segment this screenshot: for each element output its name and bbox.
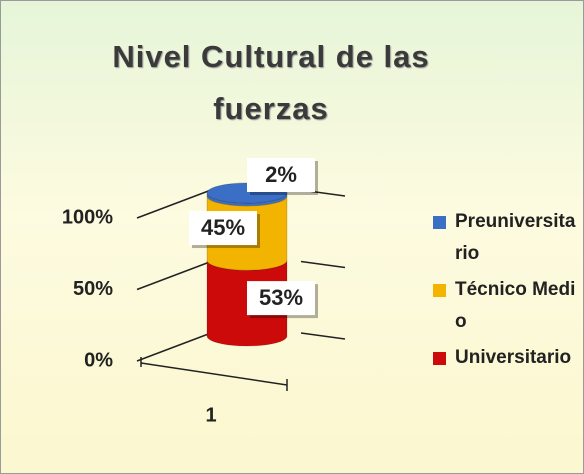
label-box [247, 281, 315, 316]
grid-line [136, 189, 212, 219]
legend-label: Universitario [455, 347, 572, 368]
y-tick-label: 100% [62, 206, 113, 228]
grid-line [300, 332, 346, 340]
legend-item: Técnico Medio [429, 274, 579, 338]
label-box [189, 211, 257, 246]
grid-line [300, 260, 346, 269]
grid-line [136, 332, 212, 362]
y-tick-label: 0% [84, 349, 113, 371]
value-label: 45% [201, 215, 245, 240]
legend-swatch [433, 352, 446, 365]
legend-swatch [433, 216, 446, 229]
legend-item: Universitario [429, 342, 579, 374]
legend-label: Preuniversitario [455, 211, 576, 264]
label-box [247, 158, 315, 192]
x-tick-label: 1 [205, 404, 216, 426]
legend: Preuniversitario Técnico Medio Universitar… [429, 206, 579, 378]
grid-line [136, 260, 212, 291]
chart-title: Nivel Cultural de las fuerzas [112, 39, 430, 126]
y-tick-label: 50% [73, 278, 113, 300]
legend-swatch [433, 284, 446, 297]
legend-item: Preuniversitario [429, 206, 579, 270]
value-label: 53% [259, 285, 303, 310]
floor-edge [140, 362, 288, 386]
legend-label: Técnico Medio [455, 279, 576, 332]
value-label: 2% [265, 162, 297, 187]
